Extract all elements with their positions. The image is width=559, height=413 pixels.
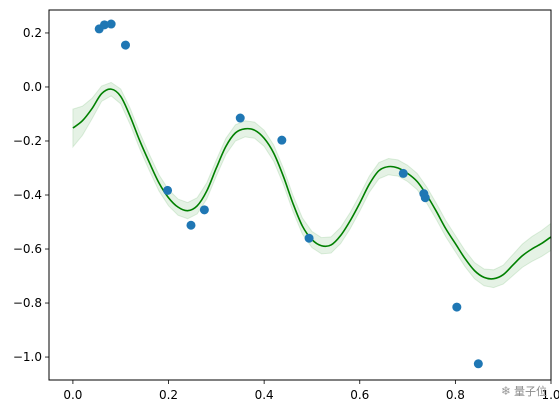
y-tick-label: −0.6 xyxy=(13,242,42,256)
watermark-text: 量子位 xyxy=(514,385,547,398)
watermark: ❄ 量子位 xyxy=(501,383,547,399)
data-point xyxy=(473,359,483,369)
y-axis-ticks: 0.2 0.0 −0.2 −0.4 −0.6 −0.8 −1.0 xyxy=(13,26,49,364)
y-tick-label: 0.0 xyxy=(23,80,42,94)
x-tick-label: 0.6 xyxy=(350,388,369,402)
x-tick-label: 0.8 xyxy=(446,388,465,402)
data-point xyxy=(277,135,287,145)
y-tick-label: −0.2 xyxy=(13,134,42,148)
data-point xyxy=(106,19,116,29)
x-tick-label: 1.0 xyxy=(541,388,559,402)
data-point xyxy=(398,168,408,178)
y-tick-label: −0.8 xyxy=(13,296,42,310)
data-point xyxy=(163,185,173,195)
wechat-icon: ❄ xyxy=(500,384,511,398)
plot-frame xyxy=(48,9,552,381)
x-tick-label: 0.4 xyxy=(255,388,274,402)
data-point xyxy=(199,205,209,215)
data-point xyxy=(186,220,196,230)
x-axis-ticks: 0.0 0.2 0.4 0.6 0.8 1.0 xyxy=(63,380,559,402)
scatter-points xyxy=(94,19,483,369)
y-tick-label: −0.4 xyxy=(13,188,42,202)
data-point xyxy=(420,193,430,203)
y-tick-label: 0.2 xyxy=(23,26,42,40)
y-tick-label: −1.0 xyxy=(13,350,42,364)
x-tick-label: 0.0 xyxy=(63,388,82,402)
data-point xyxy=(452,302,462,312)
x-tick-label: 0.2 xyxy=(159,388,178,402)
data-point xyxy=(99,20,109,30)
data-point xyxy=(304,233,314,243)
data-point xyxy=(235,113,245,123)
plot-background xyxy=(49,10,551,380)
data-point xyxy=(121,40,130,50)
